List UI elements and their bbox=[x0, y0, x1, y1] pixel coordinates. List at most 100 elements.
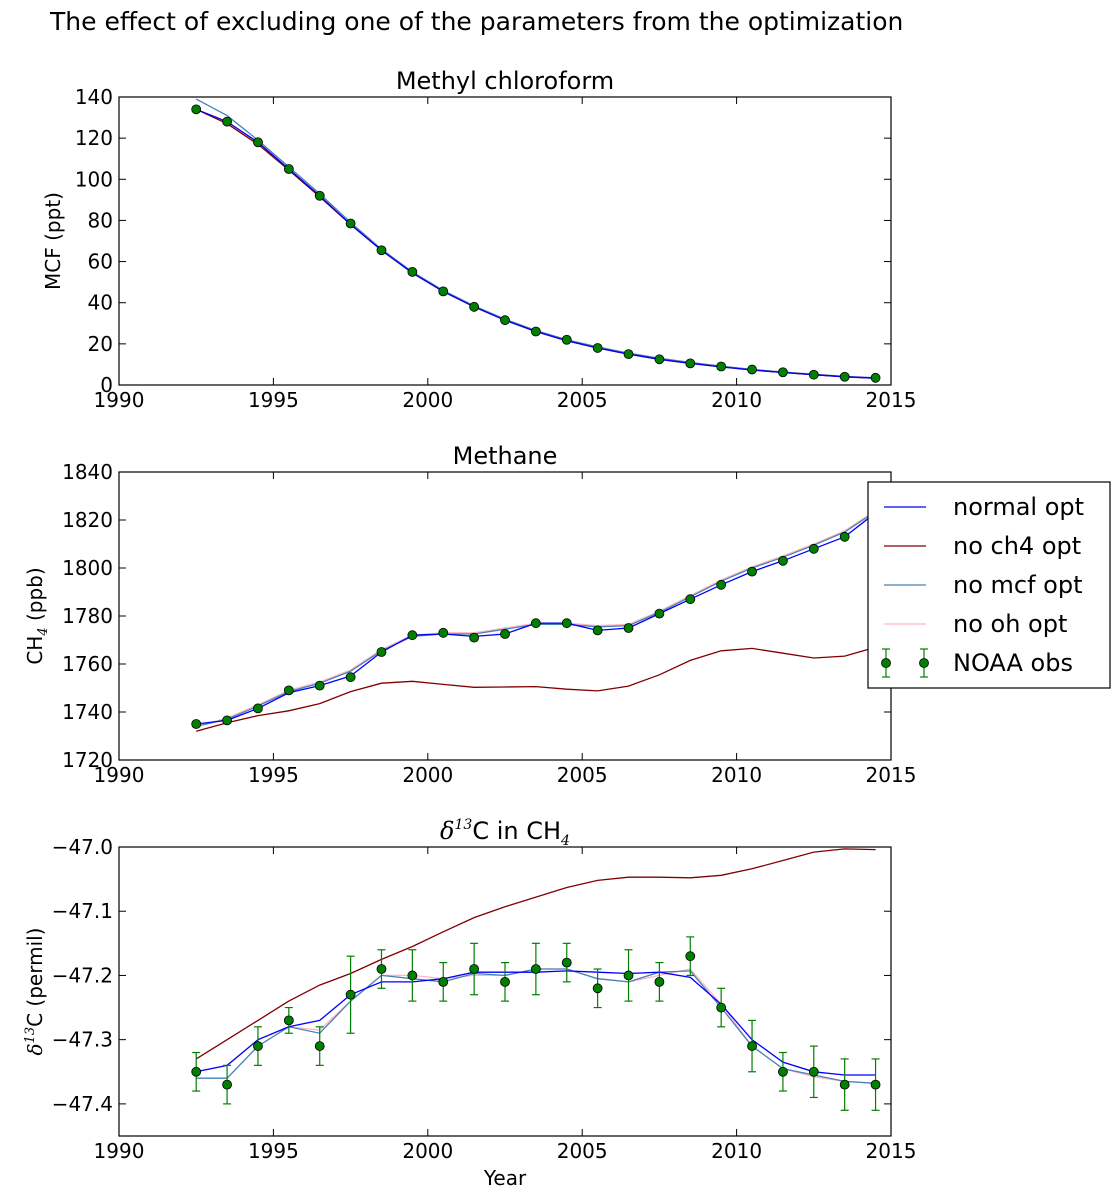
obs-point bbox=[376, 647, 387, 657]
obs-point bbox=[778, 1066, 788, 1077]
obs-point bbox=[623, 349, 634, 360]
obs-point bbox=[654, 354, 665, 365]
x-tick-label: 1990 bbox=[94, 763, 145, 787]
x-tick-label: 2015 bbox=[866, 388, 917, 412]
x-tick-label: 1990 bbox=[94, 388, 145, 412]
x-tick-label: 2015 bbox=[866, 763, 917, 787]
obs-point bbox=[407, 266, 418, 277]
obs-point bbox=[716, 579, 727, 590]
obs-point bbox=[808, 1066, 819, 1077]
obs-point bbox=[376, 245, 387, 256]
y-tick-label: 40 bbox=[88, 291, 113, 315]
y-tick-label: −47.3 bbox=[52, 1028, 113, 1052]
obs-point bbox=[253, 703, 263, 714]
legend-label: no mcf opt bbox=[953, 571, 1083, 599]
legend-swatch-marker bbox=[881, 658, 891, 668]
panel-2: Methane 1990 1995 2000 2005 2010 2015 1720 1740 1… bbox=[23, 442, 916, 787]
obs-point bbox=[191, 719, 202, 729]
y-tick-label: 1740 bbox=[62, 700, 113, 724]
y-tick-label: 140 bbox=[75, 85, 113, 109]
y-tick-label: −47.1 bbox=[52, 899, 113, 923]
y-tick-label: −47.4 bbox=[52, 1092, 113, 1116]
y-tick-label: 1820 bbox=[62, 508, 113, 532]
obs-point bbox=[747, 1041, 757, 1051]
obs-point bbox=[222, 1079, 232, 1090]
obs-point bbox=[716, 1002, 727, 1013]
y-tick-label: −47.0 bbox=[52, 835, 113, 859]
obs-point bbox=[747, 364, 757, 375]
obs-point bbox=[438, 627, 449, 638]
obs-point bbox=[592, 625, 603, 636]
obs-point bbox=[654, 976, 665, 987]
obs-point bbox=[654, 608, 665, 619]
obs-point bbox=[685, 594, 696, 605]
obs-point bbox=[839, 1079, 850, 1090]
x-tick-label: 2005 bbox=[557, 388, 608, 412]
y-tick-label: 0 bbox=[100, 373, 113, 397]
obs-point bbox=[500, 976, 510, 987]
obs-point bbox=[839, 371, 850, 382]
y-tick-label: 1780 bbox=[62, 604, 113, 628]
obs-point bbox=[561, 618, 572, 629]
legend-label: NOAA obs bbox=[953, 649, 1073, 677]
obs-point bbox=[407, 630, 418, 641]
obs-point bbox=[500, 629, 510, 639]
plot-area bbox=[191, 507, 881, 732]
obs-point bbox=[222, 116, 232, 127]
series-line-no-ch4-opt bbox=[196, 646, 876, 732]
obs-point bbox=[623, 970, 634, 981]
obs-point bbox=[314, 680, 325, 691]
obs-point bbox=[469, 301, 480, 312]
series-line-no-ch4-opt bbox=[195, 108, 876, 379]
x-tick-label: 1995 bbox=[248, 763, 299, 787]
x-tick-label: 2005 bbox=[557, 1139, 608, 1163]
obs-point bbox=[530, 964, 541, 974]
legend-swatch-marker bbox=[919, 658, 929, 668]
series-line-no-ch4-opt bbox=[195, 848, 876, 1060]
obs-point bbox=[253, 137, 263, 148]
series-line-no-oh-opt bbox=[195, 108, 876, 379]
obs-point bbox=[778, 555, 788, 566]
obs-point bbox=[685, 951, 696, 962]
obs-point bbox=[314, 190, 325, 201]
x-tick-label: 1995 bbox=[248, 1139, 299, 1163]
y-tick-label: 1720 bbox=[62, 748, 113, 772]
x-tick-label: 2015 bbox=[866, 1139, 917, 1163]
y-tick-label: 1840 bbox=[62, 460, 113, 484]
y-axis-label: δ13C (permil) bbox=[23, 928, 47, 1056]
obs-point bbox=[283, 164, 294, 174]
obs-point bbox=[191, 104, 202, 115]
axes-frame bbox=[118, 846, 892, 1137]
obs-point bbox=[469, 632, 480, 643]
legend-label: no oh opt bbox=[953, 610, 1067, 638]
obs-point bbox=[191, 1066, 202, 1077]
x-tick-label: 2000 bbox=[402, 763, 453, 787]
obs-point bbox=[376, 964, 387, 974]
obs-point bbox=[314, 1041, 325, 1051]
y-axis-label: CH4 (ppb) bbox=[23, 567, 51, 664]
axes-frame bbox=[118, 96, 892, 386]
panel-title: δ13C in CH4 bbox=[440, 817, 570, 849]
figure-title: The effect of excluding one of the param… bbox=[49, 7, 903, 36]
panel-3: δ13C in CH4 1990 1995 2000 2005 2010 2015 −47.4… bbox=[23, 817, 916, 1190]
legend-box bbox=[867, 481, 1111, 689]
x-tick-label: 1995 bbox=[248, 388, 299, 412]
y-tick-label: 1760 bbox=[62, 652, 113, 676]
x-tick-label: 2000 bbox=[402, 1139, 453, 1163]
obs-point bbox=[345, 218, 356, 229]
obs-point bbox=[870, 1079, 881, 1090]
panel-title: Methane bbox=[453, 442, 558, 470]
obs-point bbox=[438, 286, 449, 297]
obs-point bbox=[870, 372, 881, 383]
y-tick-label: 100 bbox=[75, 167, 113, 191]
x-tick-label: 2010 bbox=[711, 388, 762, 412]
x-axis-label: Year bbox=[483, 1166, 527, 1190]
x-tick-label: 1990 bbox=[94, 1139, 145, 1163]
obs-point bbox=[253, 1041, 263, 1051]
x-tick-label: 2010 bbox=[711, 763, 762, 787]
obs-point bbox=[808, 369, 819, 380]
y-axis-label: MCF (ppt) bbox=[41, 192, 65, 290]
